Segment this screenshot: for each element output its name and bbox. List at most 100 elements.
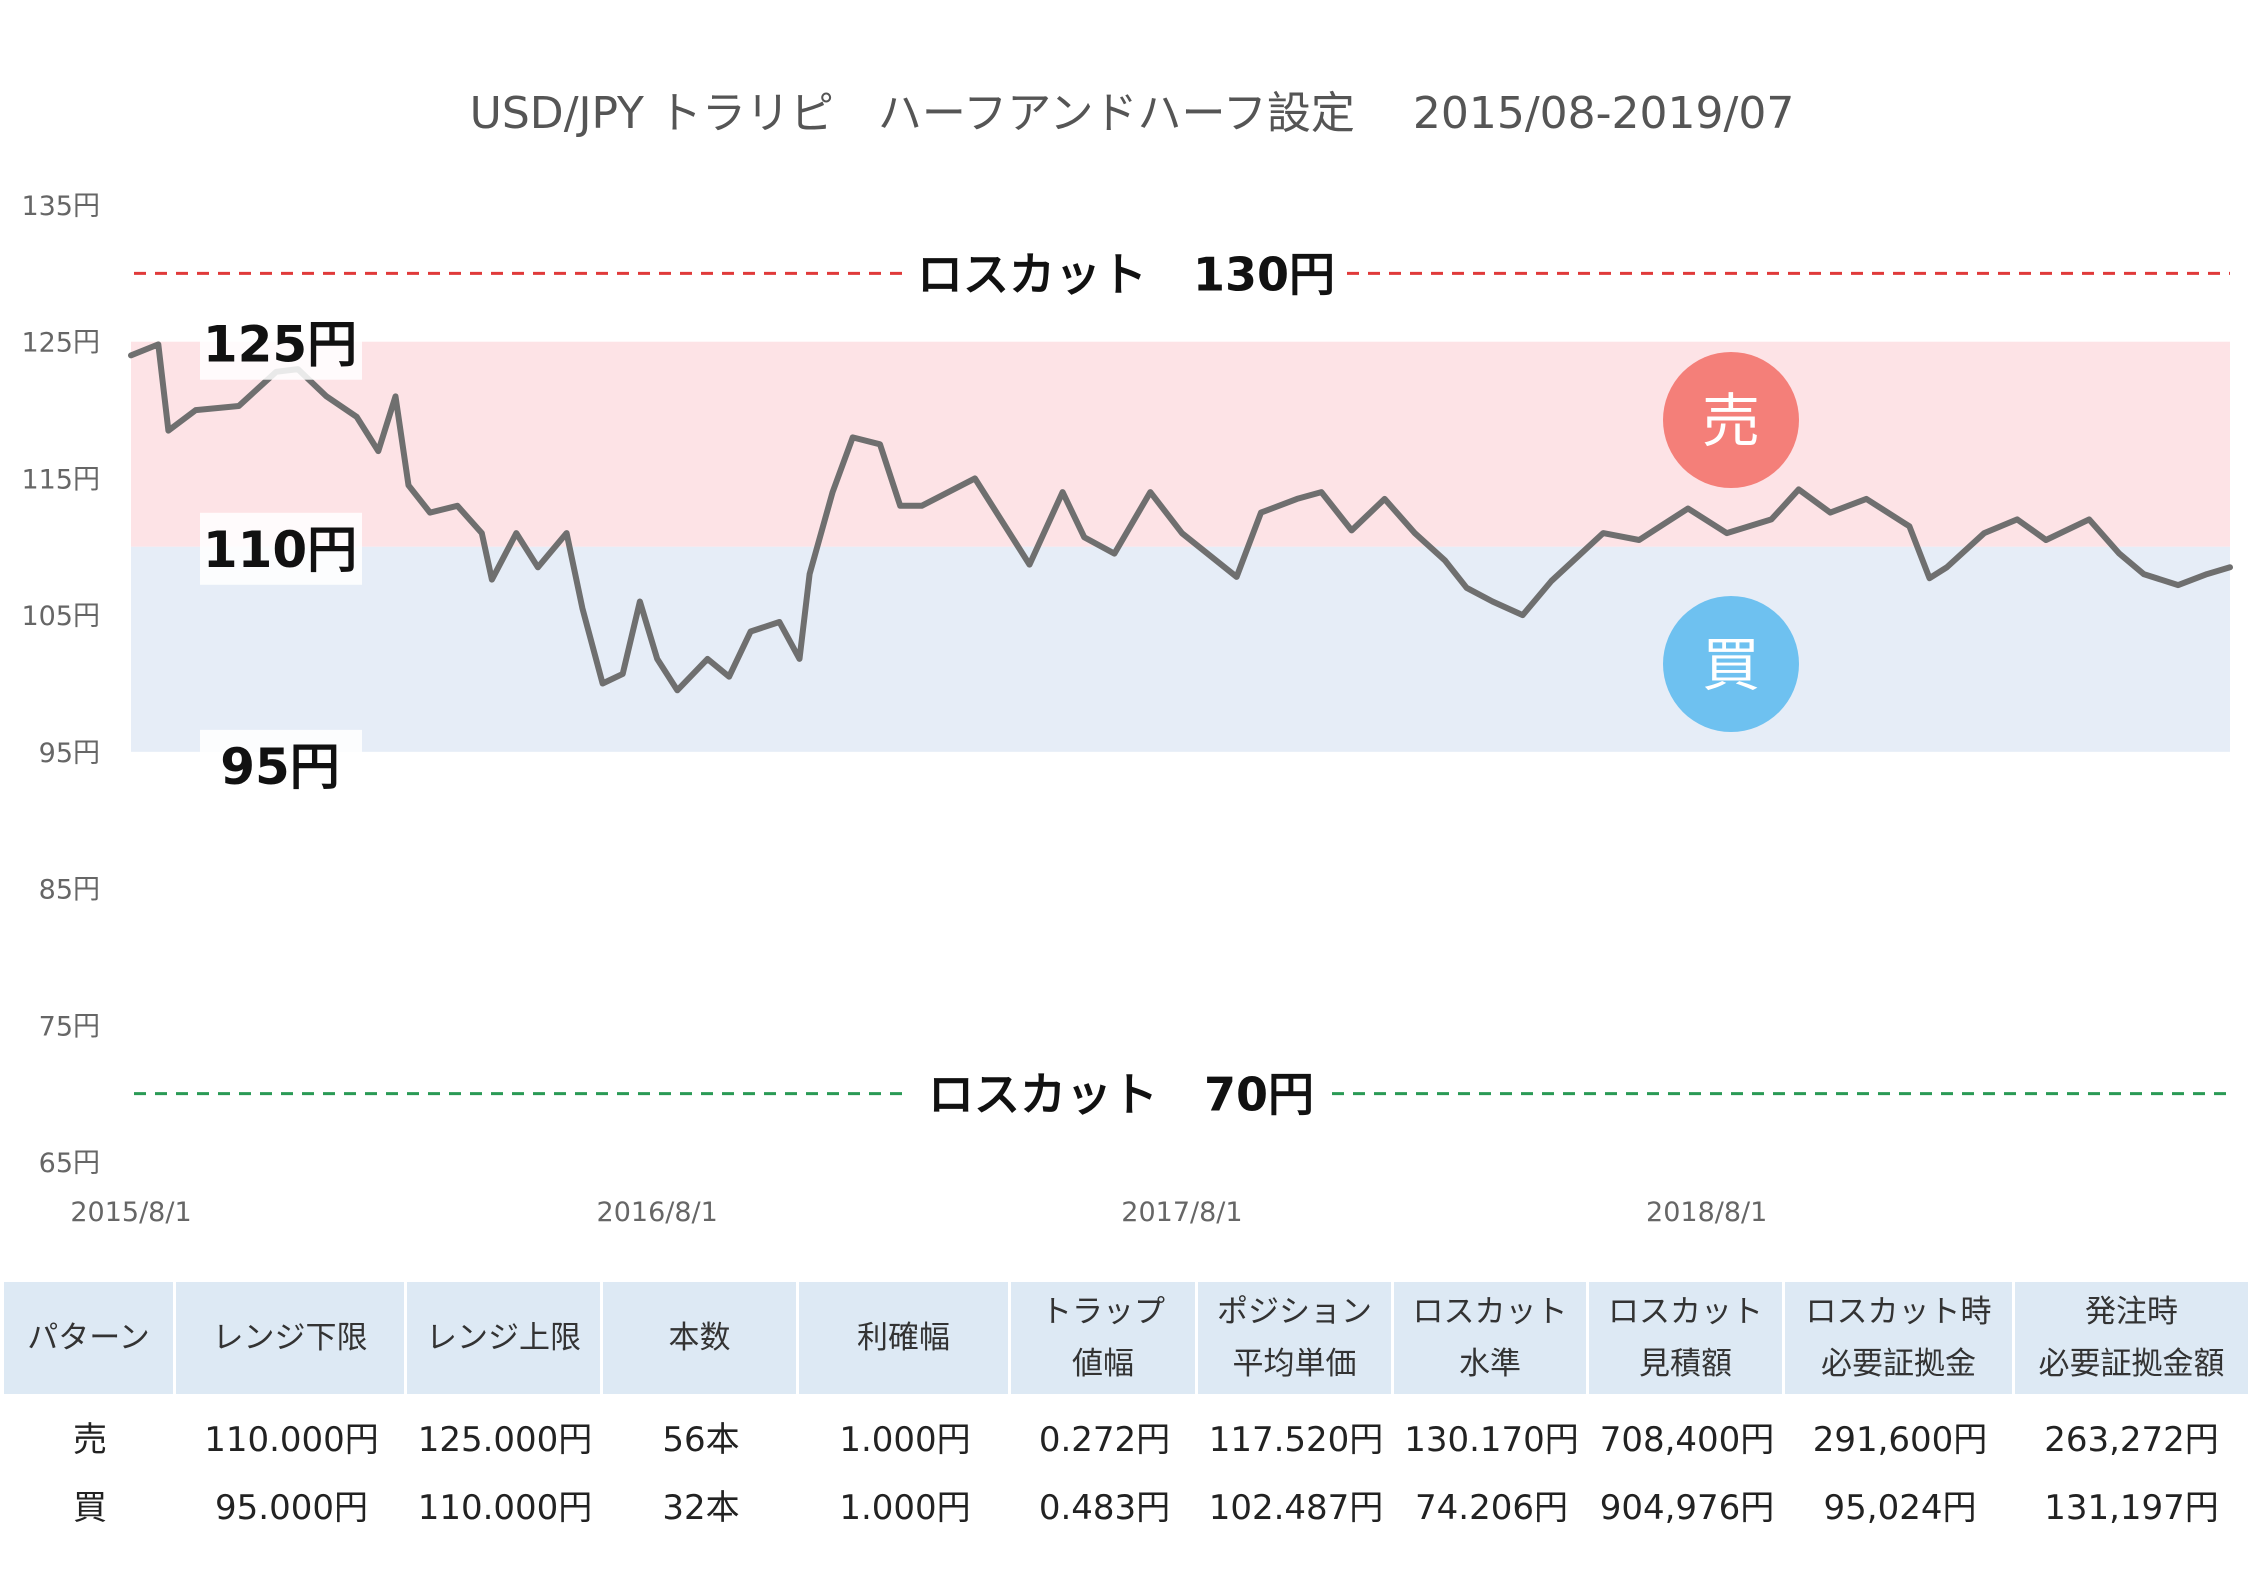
header-text: レンジ下限 (212, 1320, 368, 1356)
y-axis-ticks: 135円 125円 115円 105円 95円 85円 75円 65円 (21, 191, 100, 1179)
badge-label: 買 (1702, 631, 1760, 699)
table-cell: 買 (73, 1487, 107, 1528)
price-point (1082, 535, 1086, 539)
price-point (237, 404, 241, 408)
price-point (1637, 538, 1641, 542)
price-point (407, 483, 410, 487)
table-cell: 102.487円 (1208, 1487, 1384, 1528)
price-point (878, 442, 882, 446)
header-text: パターン (27, 1320, 150, 1356)
price-point (1028, 563, 1031, 567)
table-cell: 110.000円 (204, 1419, 379, 1460)
price-point (973, 476, 977, 480)
price-point (1061, 490, 1065, 494)
header-cell: ポジション 平均単価 (1198, 1282, 1394, 1394)
price-point (1383, 497, 1387, 501)
x-tick-label: 2015/8/1 (70, 1197, 191, 1228)
range-label: 110円 (203, 521, 357, 579)
range-label-bg (200, 512, 362, 585)
table-body: 売 110.000円 125.000円 56本 1.000円 0.272円 117.520円… (4, 1394, 2248, 1538)
zone-0 (131, 341, 2230, 547)
price-point (565, 531, 569, 535)
header-text: レンジ上限 (426, 1320, 581, 1356)
price-point (1797, 487, 1801, 491)
header-text: 必要証拠金 (1821, 1346, 1976, 1382)
table-cell: 0.272円 (1038, 1419, 1171, 1460)
header-cell: ロスカット時 必要証拠金 (1785, 1282, 2015, 1394)
y-tick-label: 75円 (39, 1011, 100, 1042)
y-tick-label: 135円 (21, 191, 100, 222)
table-header-row: パターン レンジ下限 レンジ上限 本数 利確幅 トラップ 値幅 ポジション 平均単価 ロスカット水… (4, 1282, 2248, 1394)
x-tick-label: 2016/8/1 (597, 1197, 718, 1228)
table-cell: 130.170円 (1404, 1419, 1579, 1460)
price-point (1549, 579, 1553, 583)
header-text: 本数 (668, 1320, 731, 1356)
price-point (1828, 511, 1832, 515)
price-point (536, 565, 540, 569)
badge-circle (1663, 596, 1799, 732)
price-point (394, 394, 397, 398)
price-point (166, 429, 170, 433)
chart-title: USD/JPY トラリピ ハーフアンドハーフ設定 2015/08-2019/07 (470, 88, 1795, 139)
price-point (129, 353, 133, 357)
price-point (1521, 613, 1525, 617)
price-point (798, 657, 801, 661)
header-text: ロスカット時 (1805, 1294, 1992, 1330)
price-point (898, 504, 902, 508)
header-cell: レンジ上限 (407, 1282, 603, 1394)
range-label-bg (200, 729, 362, 802)
settings-table: パターン レンジ下限 レンジ上限 本数 利確幅 トラップ 値幅 ポジション 平均単価 ロスカット水… (4, 1282, 2248, 1538)
price-point (601, 682, 605, 685)
table-cell: 131,197円 (2044, 1487, 2219, 1528)
table-cell: 708,400円 (1599, 1419, 1775, 1460)
price-point (1180, 531, 1184, 535)
price-point (1443, 559, 1447, 562)
table-cell: 291,600円 (1812, 1419, 1988, 1460)
header-text: 平均単価 (1232, 1346, 1357, 1382)
price-point (428, 511, 432, 515)
price-point (777, 620, 781, 624)
price-point (2087, 517, 2091, 521)
header-cell: ロスカット 水準 (1394, 1282, 1589, 1394)
price-point (621, 672, 625, 676)
price-point (831, 490, 835, 494)
price-point (1259, 511, 1263, 515)
price-point (1319, 490, 1323, 494)
range-zones (131, 341, 2230, 752)
trade-badges: 売買 (1663, 352, 1799, 732)
price-point (1350, 528, 1354, 532)
range-label: 125円 (203, 316, 357, 374)
badge-circle (1663, 352, 1799, 488)
price-point (2117, 552, 2121, 556)
price-point (480, 531, 484, 535)
price-point (1295, 497, 1299, 501)
price-point (727, 675, 731, 679)
price-point (194, 408, 198, 412)
price-point (1725, 531, 1729, 535)
price-point (1928, 576, 1931, 580)
price-point (706, 657, 709, 661)
header-text: 水準 (1459, 1346, 1521, 1382)
price-point (1686, 507, 1690, 510)
price-series (128, 341, 2233, 694)
range-labels: 125円 110円 95円 (200, 307, 362, 802)
price-point (1235, 575, 1239, 579)
y-tick-label: 85円 (39, 875, 100, 906)
header-cell: ロスカット 見積額 (1589, 1282, 1785, 1394)
price-point (514, 531, 518, 535)
price-point (1601, 531, 1605, 535)
header-text: 値幅 (1072, 1346, 1134, 1382)
header-text: ロスカット (1412, 1294, 1568, 1330)
price-point (2205, 572, 2209, 576)
price-point (156, 342, 160, 346)
price-point (2015, 517, 2019, 521)
price-point (1112, 552, 1116, 556)
y-tick-label: 95円 (39, 738, 100, 769)
price-point (355, 415, 359, 419)
table-cell: 売 (73, 1419, 107, 1460)
header-cell: レンジ下限 (176, 1282, 407, 1394)
price-point (1148, 490, 1152, 494)
header-text: 見積額 (1639, 1346, 1732, 1382)
table-row: 売 110.000円 125.000円 56本 1.000円 0.272円 117.520円… (4, 1394, 2248, 1470)
